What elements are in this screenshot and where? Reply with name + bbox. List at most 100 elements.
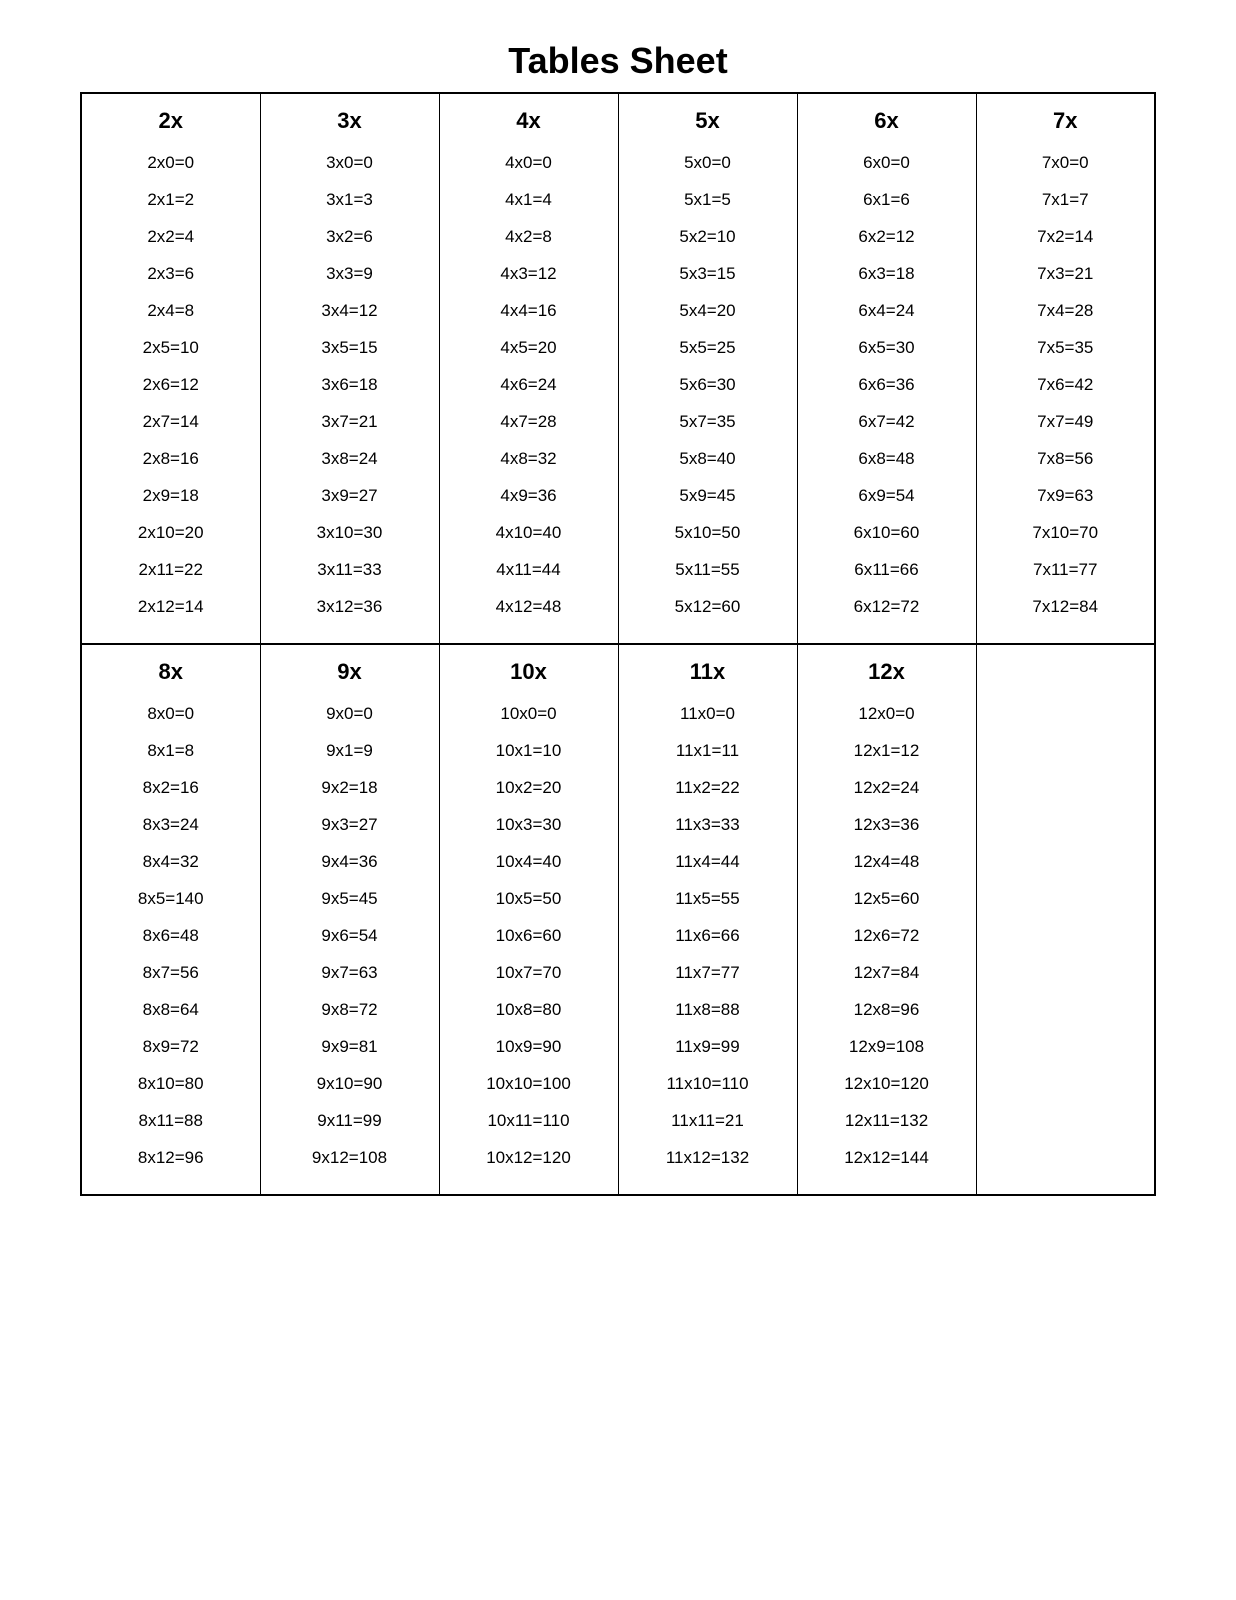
table-cell: 12x12x0=012x1=1212x2=2412x3=3612x4=4812x… [797,644,976,1195]
table-entry: 9x0=0 [265,705,435,722]
table-entry: 10x2=20 [444,779,614,796]
table-entry: 7x3=21 [981,265,1151,282]
table-entry: 11x4=44 [623,853,793,870]
table-entry: 3x2=6 [265,228,435,245]
table-entry: 6x1=6 [802,191,972,208]
table-entry: 12x8=96 [802,1001,972,1018]
table-entry: 2x4=8 [86,302,256,319]
table-entry: 9x12=108 [265,1149,435,1166]
table-entry: 6x0=0 [802,154,972,171]
table-entry: 7x11=77 [981,561,1151,578]
column-header: 10x [444,659,614,685]
table-entry: 10x7=70 [444,964,614,981]
table-entry: 12x9=108 [802,1038,972,1055]
table-entry: 12x3=36 [802,816,972,833]
table-entry: 12x4=48 [802,853,972,870]
table-entry: 11x10=110 [623,1075,793,1092]
table-entry: 8x0=0 [86,705,256,722]
table-entry: 6x3=18 [802,265,972,282]
table-entry: 5x2=10 [623,228,793,245]
table-entry: 3x10=30 [265,524,435,541]
table-entry: 8x2=16 [86,779,256,796]
table-entry: 8x1=8 [86,742,256,759]
table-entry: 2x0=0 [86,154,256,171]
table-entry: 5x3=15 [623,265,793,282]
table-entry: 4x5=20 [444,339,614,356]
table-entry: 8x7=56 [86,964,256,981]
column-header: 8x [86,659,256,685]
table-entry: 6x6=36 [802,376,972,393]
table-entry: 9x8=72 [265,1001,435,1018]
tables-grid: 2x2x0=02x1=22x2=42x3=62x4=82x5=102x6=122… [80,92,1156,1196]
table-entry: 10x10=100 [444,1075,614,1092]
table-entry: 6x4=24 [802,302,972,319]
table-entry: 11x9=99 [623,1038,793,1055]
table-entry: 2x7=14 [86,413,256,430]
table-entry: 11x0=0 [623,705,793,722]
table-entry: 10x1=10 [444,742,614,759]
table-cell: 2x2x0=02x1=22x2=42x3=62x4=82x5=102x6=122… [81,93,260,644]
table-cell [976,644,1155,1195]
table-entry: 3x8=24 [265,450,435,467]
table-entry: 9x9=81 [265,1038,435,1055]
table-entry: 12x1=12 [802,742,972,759]
table-entry: 12x11=132 [802,1112,972,1129]
table-entry: 2x6=12 [86,376,256,393]
table-entry: 3x11=33 [265,561,435,578]
table-entry: 10x0=0 [444,705,614,722]
table-entry: 10x6=60 [444,927,614,944]
table-entry: 5x7=35 [623,413,793,430]
table-entry: 10x12=120 [444,1149,614,1166]
table-entry: 5x5=25 [623,339,793,356]
table-entry: 9x4=36 [265,853,435,870]
table-entry: 5x9=45 [623,487,793,504]
table-entry: 12x5=60 [802,890,972,907]
table-entry: 7x4=28 [981,302,1151,319]
table-entry: 3x7=21 [265,413,435,430]
table-entry: 5x8=40 [623,450,793,467]
column-header: 11x [623,659,793,685]
table-entry: 5x11=55 [623,561,793,578]
table-entry: 6x10=60 [802,524,972,541]
table-entry: 4x0=0 [444,154,614,171]
table-entry: 11x6=66 [623,927,793,944]
table-entry: 6x5=30 [802,339,972,356]
table-entry: 8x9=72 [86,1038,256,1055]
column-header: 6x [802,108,972,134]
table-entry: 6x8=48 [802,450,972,467]
table-entry: 9x2=18 [265,779,435,796]
table-entry: 7x8=56 [981,450,1151,467]
table-entry: 5x0=0 [623,154,793,171]
table-entry: 12x12=144 [802,1149,972,1166]
table-entry: 3x1=3 [265,191,435,208]
table-entry: 3x12=36 [265,598,435,615]
table-cell: 6x6x0=06x1=66x2=126x3=186x4=246x5=306x6=… [797,93,976,644]
table-cell: 10x10x0=010x1=1010x2=2010x3=3010x4=4010x… [439,644,618,1195]
column-header: 4x [444,108,614,134]
table-entry: 7x1=7 [981,191,1151,208]
table-entry: 11x1=11 [623,742,793,759]
table-entry: 9x5=45 [265,890,435,907]
table-entry: 4x6=24 [444,376,614,393]
table-entry: 6x12=72 [802,598,972,615]
table-cell: 7x7x0=07x1=77x2=147x3=217x4=287x5=357x6=… [976,93,1155,644]
table-entry: 8x11=88 [86,1112,256,1129]
table-entry: 2x10=20 [86,524,256,541]
table-entry: 11x8=88 [623,1001,793,1018]
table-entry: 2x11=22 [86,561,256,578]
table-entry: 5x1=5 [623,191,793,208]
table-entry: 2x3=6 [86,265,256,282]
table-entry: 4x2=8 [444,228,614,245]
table-entry: 9x11=99 [265,1112,435,1129]
table-entry: 2x9=18 [86,487,256,504]
table-entry: 10x5=50 [444,890,614,907]
column-header: 7x [981,108,1151,134]
table-entry: 9x6=54 [265,927,435,944]
table-entry: 12x10=120 [802,1075,972,1092]
column-header: 3x [265,108,435,134]
table-entry: 9x10=90 [265,1075,435,1092]
table-entry: 2x12=14 [86,598,256,615]
table-entry: 4x8=32 [444,450,614,467]
table-entry: 2x8=16 [86,450,256,467]
table-entry: 2x5=10 [86,339,256,356]
